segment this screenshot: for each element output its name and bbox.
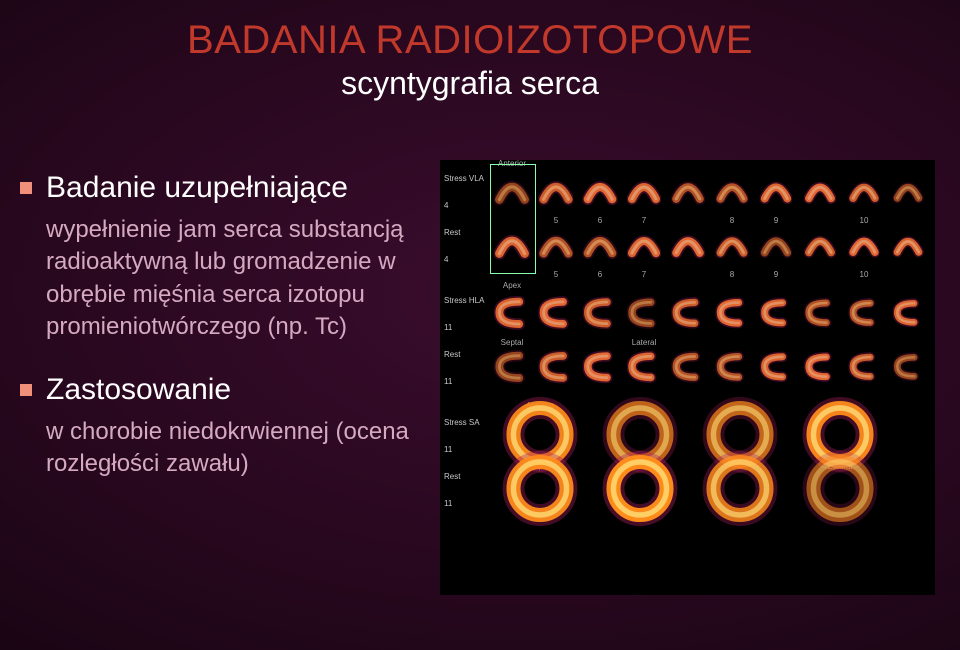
scan-slice: 8 [710,169,754,217]
scan-slice: Anterior [490,169,534,217]
scan-slice [578,291,622,339]
bullet-icon [20,182,32,194]
scan-slice [578,345,622,393]
slide-title: BADANIA RADIOIZOTOPOWE [120,18,820,63]
scan-slice [754,345,798,393]
scan-slice [690,465,790,517]
scan-slice [842,345,886,393]
scan-slice [886,291,930,339]
section-body-1: w chorobie niedokrwiennej (ocena rozległ… [46,416,420,481]
slide-subtitle: scyntygrafia serca [120,65,820,102]
scan-slice: 9 [754,223,798,271]
scan-slice [490,223,534,271]
scan-slice: 7 [622,223,666,271]
section-heading-0: Badanie uzupełniające [46,170,348,206]
scan-slice [666,345,710,393]
scan-slice [842,291,886,339]
scan-slice: 6 [578,169,622,217]
scan-slice: 8 [710,223,754,271]
scan-slice [798,169,842,217]
scan-slice: 5 [534,223,578,271]
scan-slice [490,345,534,393]
bullet-icon [20,384,32,396]
scan-row-label: Stress HLA11 [440,297,490,333]
scan-slice [666,291,710,339]
scan-slice [790,465,890,517]
scan-slice [886,223,930,271]
scan-slice: Apex Septal [490,291,534,339]
scan-row-label: Stress VLA4 [440,175,490,211]
scan-slice: 6 [578,223,622,271]
scan-slice [886,345,930,393]
scan-slice [666,223,710,271]
scan-slice [490,465,590,517]
scan-slice: Lateral [622,291,666,339]
scan-slice [798,291,842,339]
scan-slice: 10 [842,223,886,271]
scan-row-label: Stress SA11 [440,419,490,455]
scan-row-label: Rest11 [440,473,490,509]
scan-slice [622,345,666,393]
scintigraphy-image: Stress VLA4Anterior [440,160,935,595]
scan-slice [590,465,690,517]
section-heading-1: Zastosowanie [46,372,231,408]
content-left: Badanie uzupełniające wypełnienie jam se… [20,170,420,508]
section-body-0: wypełnienie jam serca substancją radioak… [46,214,420,344]
scan-slice [798,345,842,393]
scan-slice: 7 [622,169,666,217]
scan-slice [886,169,930,217]
scan-slice [534,291,578,339]
scan-slice [710,345,754,393]
scan-slice [710,291,754,339]
scan-slice: 9 [754,169,798,217]
scan-slice [534,345,578,393]
scan-slice [666,169,710,217]
scan-slice: 5 [534,169,578,217]
scan-slice [754,291,798,339]
scan-slice: 10 [842,169,886,217]
scan-slice [798,223,842,271]
scan-row-label: Rest4 [440,229,490,265]
scan-row-label: Rest11 [440,351,490,387]
